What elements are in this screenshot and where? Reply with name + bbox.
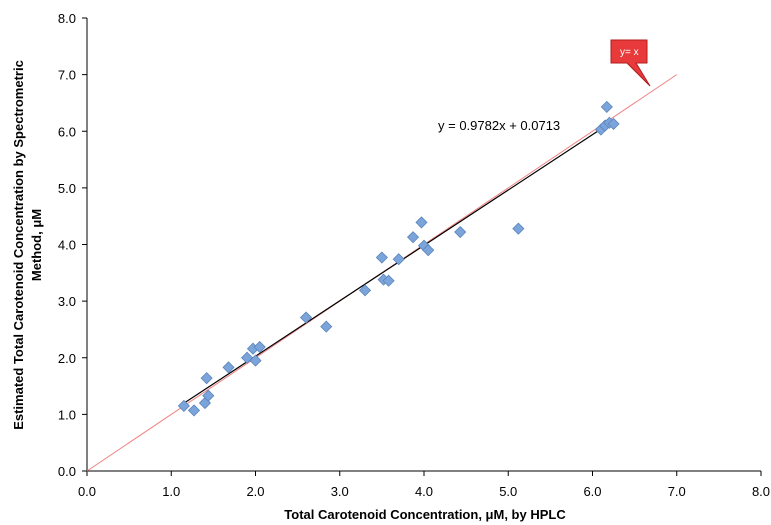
trendline — [179, 120, 614, 407]
y-axis-title-line-1: Estimated Total Carotenoid Concentration… — [11, 60, 26, 430]
data-point — [200, 372, 213, 385]
data-point — [249, 354, 262, 367]
y-tick-label: 5.0 — [58, 181, 76, 196]
y-tick-label: 3.0 — [58, 294, 76, 309]
data-points — [177, 100, 620, 417]
y-tick-label: 7.0 — [58, 68, 76, 83]
data-point — [177, 399, 190, 412]
y-tick-label: 4.0 — [58, 238, 76, 253]
data-point — [607, 117, 620, 130]
data-point — [406, 231, 420, 244]
y-tick-label: 6.0 — [58, 124, 76, 139]
data-point — [382, 274, 395, 287]
data-point — [299, 311, 313, 324]
x-tick-label: 7.0 — [668, 484, 686, 499]
x-tick-labels: 0.0 1.0 2.0 3.0 4.0 5.0 6.0 7.0 8.0 — [78, 471, 770, 499]
data-point — [375, 251, 388, 264]
data-point — [422, 244, 435, 257]
y-tick-label: 0.0 — [58, 464, 76, 479]
y-tick-label: 1.0 — [58, 407, 76, 422]
x-tick-label: 3.0 — [331, 484, 349, 499]
data-point — [222, 361, 235, 374]
data-point — [512, 222, 525, 235]
x-tick-label: 2.0 — [246, 484, 264, 499]
identity-line-callout: y= x — [610, 39, 651, 87]
y-tick-label: 2.0 — [58, 351, 76, 366]
data-point — [415, 216, 428, 229]
data-point — [392, 253, 405, 266]
data-point — [253, 340, 266, 354]
x-tick-label: 4.0 — [415, 484, 433, 499]
data-point — [358, 284, 372, 297]
data-point — [454, 225, 467, 239]
x-tick-label: 0.0 — [78, 484, 96, 499]
y-tick-label: 8.0 — [58, 11, 76, 26]
data-point — [202, 389, 215, 402]
data-point — [320, 320, 333, 333]
y-axis-title-line-2: Method, μM — [29, 209, 44, 281]
data-point — [187, 404, 201, 417]
data-point — [600, 100, 613, 113]
y-tick-labels: 0.0 1.0 2.0 3.0 4.0 5.0 6.0 7.0 8.0 — [58, 11, 87, 479]
x-axis-title: Total Carotenoid Concentration, μM, by H… — [284, 507, 566, 522]
trendline-equation-label: y = 0.9782x + 0.0713 — [438, 118, 560, 133]
identity-line-callout-label: y= x — [620, 47, 639, 58]
x-tick-label: 8.0 — [752, 484, 770, 499]
x-tick-label: 6.0 — [583, 484, 601, 499]
x-tick-label: 1.0 — [162, 484, 180, 499]
x-tick-label: 5.0 — [499, 484, 517, 499]
trendline-path — [179, 120, 614, 407]
